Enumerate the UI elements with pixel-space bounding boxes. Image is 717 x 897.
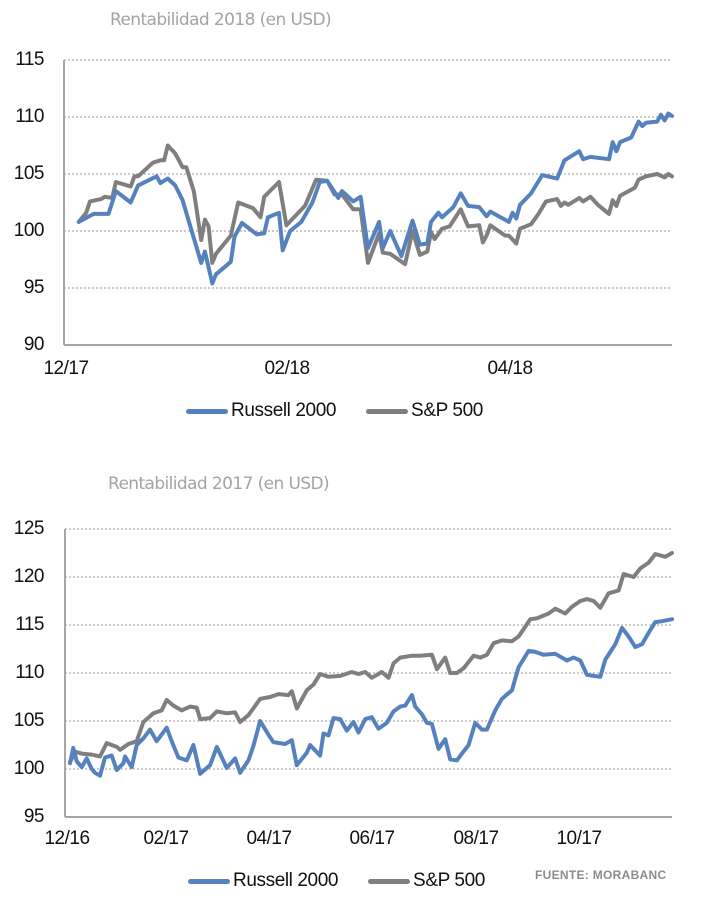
x-tick-label: 04/17 bbox=[246, 828, 292, 849]
legend-item-sp500: S&P 500 bbox=[368, 870, 485, 892]
y-tick-label: 115 bbox=[15, 49, 44, 70]
series-line-russell-2000 bbox=[76, 111, 674, 286]
y-tick-label: 105 bbox=[13, 710, 45, 731]
y-tick-label: 105 bbox=[13, 163, 45, 184]
chart-2018-title: Rentabilidad 2018 (en USD) bbox=[110, 10, 332, 30]
legend-swatch-sp500 bbox=[368, 878, 411, 884]
legend-item-russell-2000: Russell 2000 bbox=[186, 400, 336, 422]
y-tick-label: 90 bbox=[23, 334, 45, 355]
series-line-s-p-500 bbox=[76, 143, 674, 267]
y-tick-label: 120 bbox=[13, 566, 45, 587]
legend-label: Russell 2000 bbox=[233, 870, 339, 891]
series-line-russell-2000 bbox=[68, 617, 674, 778]
legend-item-russell-2000: Russell 2000 bbox=[188, 870, 338, 892]
x-tick-label: 02/18 bbox=[264, 358, 310, 379]
legend-swatch-russell bbox=[186, 408, 228, 414]
x-tick-label: 04/18 bbox=[487, 358, 533, 379]
x-tick-label: 08/17 bbox=[453, 828, 499, 849]
y-tick-label: 110 bbox=[15, 106, 44, 127]
y-tick-label: 110 bbox=[15, 662, 44, 683]
y-tick-label: 115 bbox=[15, 614, 44, 635]
legend-swatch-russell bbox=[188, 878, 230, 884]
source-note: FUENTE: MORABANC bbox=[535, 868, 667, 882]
y-tick-label: 100 bbox=[13, 758, 45, 779]
legend-item-sp500: S&P 500 bbox=[366, 400, 483, 422]
series-line-s-p-500 bbox=[68, 551, 674, 765]
legend-label: S&P 500 bbox=[413, 870, 485, 891]
y-tick-label: 100 bbox=[13, 220, 45, 241]
x-tick-label: 12/17 bbox=[43, 358, 89, 379]
y-tick-label: 95 bbox=[23, 277, 45, 298]
legend-label: Russell 2000 bbox=[231, 400, 337, 421]
x-tick-label: 10/17 bbox=[556, 828, 602, 849]
legend-swatch-sp500 bbox=[366, 408, 409, 414]
y-tick-label: 125 bbox=[13, 518, 45, 539]
legend-label: S&P 500 bbox=[411, 400, 483, 421]
x-tick-label: 02/17 bbox=[143, 828, 189, 849]
chart-2018-legend: Russell 2000 S&P 500 bbox=[186, 400, 513, 422]
x-tick-label: 06/17 bbox=[349, 828, 395, 849]
chart-2017-title: Rentabilidad 2017 (en USD) bbox=[108, 474, 330, 494]
chart-2017-legend: Russell 2000 S&P 500 bbox=[188, 870, 515, 892]
x-tick-label: 12/16 bbox=[44, 828, 90, 849]
y-tick-label: 95 bbox=[23, 806, 45, 827]
